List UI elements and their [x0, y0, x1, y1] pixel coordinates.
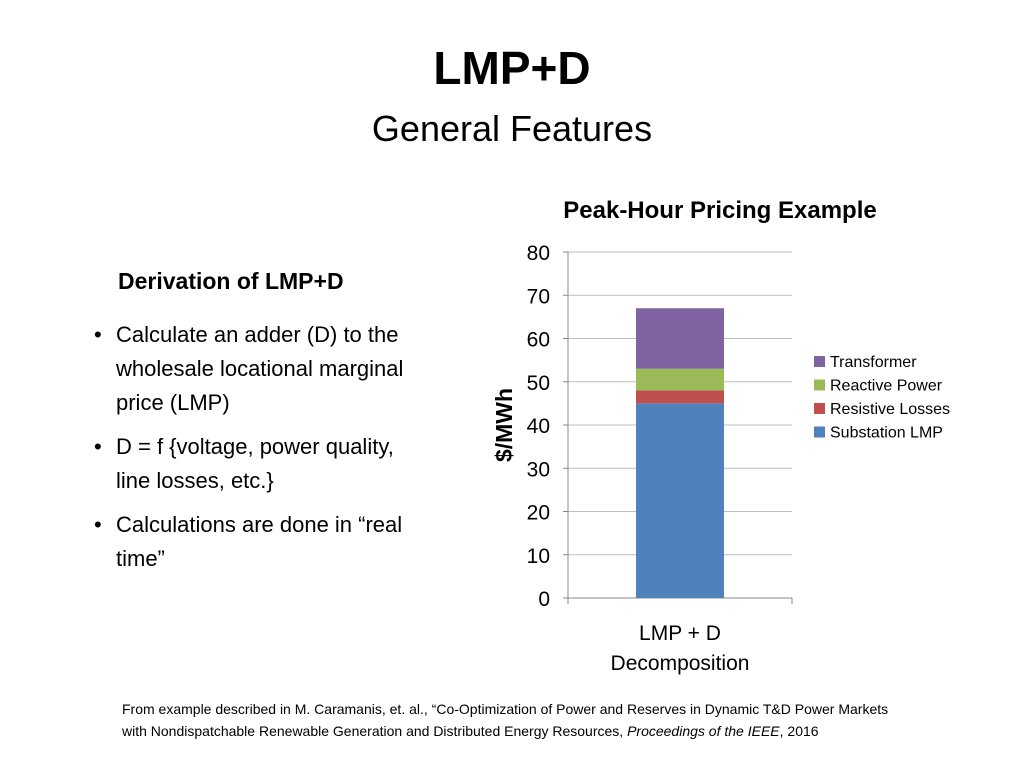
y-tick-label: 50	[527, 372, 550, 395]
bullet-dot-icon: •	[94, 434, 102, 459]
y-tick-label: 30	[527, 458, 550, 481]
bullet-dot-icon: •	[94, 512, 102, 537]
bullet-dot-icon: •	[94, 322, 102, 347]
bullet-text: Calculate an adder (D) to the wholesale …	[116, 322, 404, 415]
bullet-item: • Calculations are done in “real time”	[92, 508, 422, 576]
legend-swatch	[814, 379, 825, 391]
bullet-text: D = f {voltage, power quality, line loss…	[116, 434, 394, 493]
footnote-year: , 2016	[779, 723, 819, 739]
bar-segment-reactive-power	[636, 368, 724, 391]
y-tick-label: 80	[527, 242, 550, 265]
bar-segment-transformer	[636, 308, 724, 369]
y-axis-label: $/MWh	[491, 388, 517, 462]
footnote: From example described in M. Caramanis, …	[122, 698, 1002, 742]
bullet-list: • Calculate an adder (D) to the wholesale…	[92, 318, 422, 586]
legend-label: Substation LMP	[830, 425, 943, 442]
bullet-item: • D = f {voltage, power quality, line los…	[92, 430, 422, 498]
bar-segment-resistive-losses	[636, 390, 724, 404]
footnote-line-1: From example described in M. Caramanis, …	[122, 701, 889, 717]
section-heading: Derivation of LMP+D	[118, 268, 344, 294]
y-tick-label: 70	[527, 285, 550, 308]
y-tick-label: 20	[527, 502, 550, 525]
legend-label: Resistive Losses	[830, 401, 950, 418]
chart-title: Peak-Hour Pricing Example	[563, 197, 876, 224]
y-tick-label: 60	[527, 329, 550, 352]
x-category-label: Decomposition	[611, 652, 750, 675]
footnote-line-2: with Nondispatchable Renewable Generatio…	[122, 720, 1002, 742]
legend-label: Transformer	[830, 354, 917, 371]
legend-label: Reactive Power	[830, 378, 943, 395]
bullet-text: Calculations are done in “real time”	[116, 512, 403, 571]
slide-title: LMP+D	[433, 42, 591, 94]
bar-segment-substation-lmp	[636, 403, 724, 598]
y-tick-label: 10	[527, 545, 550, 568]
x-category-label: LMP + D	[639, 622, 721, 645]
y-tick-label: 0	[538, 588, 550, 611]
legend-swatch	[814, 426, 825, 438]
legend-swatch	[814, 403, 825, 414]
footnote-journal: Proceedings of the IEEE	[627, 723, 780, 739]
slide-subtitle: General Features	[371, 108, 653, 149]
legend-swatch	[814, 356, 825, 367]
y-tick-label: 40	[527, 415, 550, 438]
footnote-text: with Nondispatchable Renewable Generatio…	[122, 723, 628, 739]
bullet-item: • Calculate an adder (D) to the wholesale…	[92, 318, 422, 420]
